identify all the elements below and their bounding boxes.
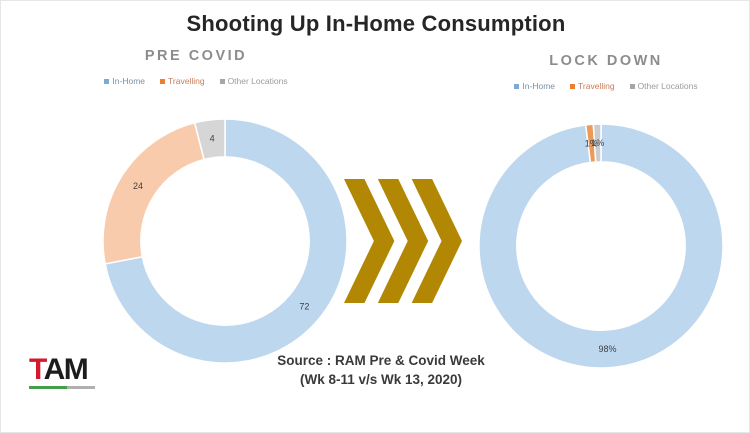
donut-slice-other-locations: [592, 123, 602, 163]
legend-marker-in-home: [104, 78, 110, 84]
tam-logo-text: TAM: [29, 355, 101, 385]
chevron-right-icon: [344, 179, 462, 303]
donut-slice-in-home: [478, 123, 724, 369]
legend-label: Other Locations: [227, 76, 288, 86]
tam-logo-letters-am: AM: [43, 353, 89, 386]
legend-item-other-locations: Other Locations: [219, 76, 288, 86]
tam-logo: TAM: [29, 355, 101, 389]
legend-lock-down: In-Home Travelling Other Locations: [441, 81, 749, 91]
legend-item-in-home: In-Home: [514, 81, 555, 91]
tam-logo-letter-t: T: [29, 353, 45, 386]
legend-marker-other-locations: [629, 83, 635, 89]
donut-slice-other-locations: [193, 118, 226, 161]
chevron-shape: [377, 179, 429, 303]
chevron-shape: [344, 179, 395, 303]
legend-item-in-home: In-Home: [104, 76, 145, 86]
tam-logo-bar-gray: [67, 386, 95, 389]
legend-label: Travelling: [578, 81, 615, 91]
source-line-2: (Wk 8-11 v/s Wk 13, 2020): [299, 371, 463, 387]
legend-item-travelling: Travelling: [570, 81, 615, 91]
tam-logo-bar-green: [29, 386, 68, 389]
donut-slice-travelling: [102, 122, 205, 265]
slice-label-other-locations: 4: [210, 134, 215, 144]
legend-label: In-Home: [522, 81, 556, 91]
legend-pre-covid: In-Home Travelling Other Locations: [31, 76, 361, 86]
legend-label: Other Locations: [637, 81, 698, 91]
page-title: Shooting Up In-Home Consumption: [186, 11, 566, 36]
legend-item-travelling: Travelling: [160, 76, 205, 86]
slice-label-travelling: 24: [133, 181, 143, 191]
donut-slice-in-home: [104, 118, 348, 364]
legend-item-other-locations: Other Locations: [629, 81, 698, 91]
legend-marker-other-locations: [219, 78, 225, 84]
chart-title-pre-covid: PRE COVID: [144, 48, 248, 64]
legend-label: Travelling: [168, 76, 205, 86]
tam-logo-bar: [29, 386, 95, 389]
legend-label: In-Home: [112, 76, 146, 86]
source-note: Source : RAM Pre & Covid Week (Wk 8-11 v…: [226, 352, 536, 390]
donut-chart-lock-down: 98% 1%1%: [478, 123, 724, 369]
slice-label-travelling: 1%: [585, 138, 598, 148]
donut-chart-pre-covid: 72 24 4: [102, 118, 348, 364]
legend-marker-travelling: [570, 83, 576, 89]
legend-marker-travelling: [160, 78, 166, 84]
slice-label-in-home: 98%: [598, 344, 616, 354]
slice-label-other-locations: 1%: [591, 138, 604, 148]
chart-title-lock-down: LOCK DOWN: [549, 53, 663, 69]
slice-label-in-home: 72: [299, 302, 309, 312]
chevron-shape: [411, 179, 462, 303]
source-line-1: Source : RAM Pre & Covid Week: [277, 353, 485, 368]
legend-marker-in-home: [514, 83, 520, 89]
